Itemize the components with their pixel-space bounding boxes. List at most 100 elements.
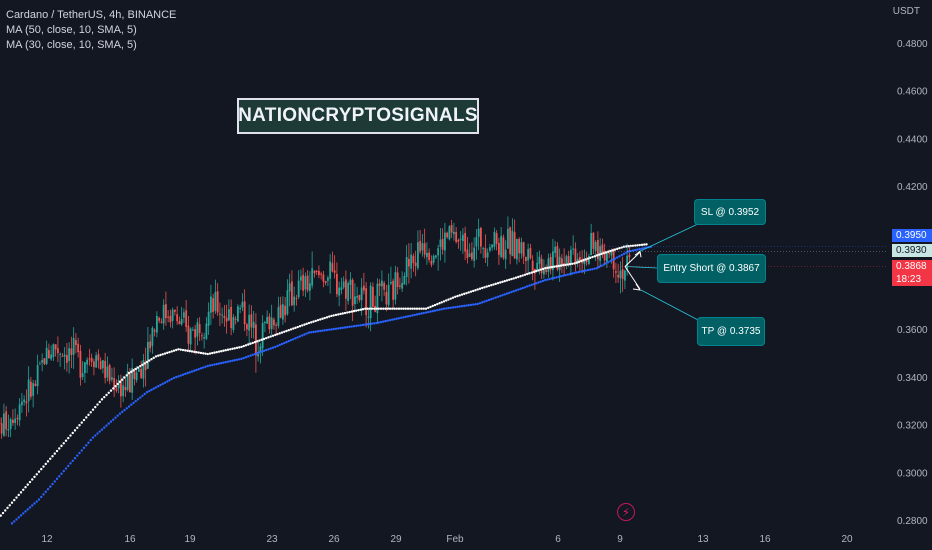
ma-dot xyxy=(222,349,225,352)
candle-body xyxy=(345,279,347,299)
ma-dot xyxy=(276,332,279,336)
ma-dot xyxy=(541,267,545,271)
candle-body xyxy=(189,328,192,345)
ma-dot xyxy=(573,262,576,265)
candle-body xyxy=(228,309,230,321)
ma-dot xyxy=(467,304,470,307)
ma-dot xyxy=(202,352,205,355)
sl-arrow-line xyxy=(624,251,641,267)
ma-dot xyxy=(188,371,191,374)
candle-body xyxy=(333,270,336,273)
ma-dot xyxy=(339,312,342,316)
ma-dot xyxy=(67,436,70,440)
candle-body xyxy=(138,368,140,372)
ma-dot xyxy=(512,290,515,293)
candle-body xyxy=(563,263,566,265)
candle-body xyxy=(423,243,426,255)
candle-body xyxy=(624,270,626,281)
ma-dot xyxy=(593,255,596,258)
sl-label[interactable]: SL @ 0.3952 xyxy=(694,199,766,225)
ma-dot xyxy=(409,307,412,310)
ma-dot xyxy=(262,349,266,353)
candle-body xyxy=(435,255,437,258)
ma-dot xyxy=(28,480,32,484)
tp-label[interactable]: TP @ 0.3735 xyxy=(697,317,765,346)
ma-dot xyxy=(134,399,137,403)
ma-dot xyxy=(177,375,180,378)
ma-dot xyxy=(64,467,68,470)
ma-dot xyxy=(337,313,340,316)
candle-body xyxy=(261,322,264,349)
candle-body xyxy=(466,249,469,258)
ma-dot xyxy=(256,340,259,343)
indicator-ma50[interactable]: MA (50, close, 10, SMA, 5) xyxy=(6,24,137,36)
ma-dot xyxy=(91,436,95,439)
candle-body xyxy=(572,248,575,250)
ma-dot xyxy=(103,426,106,429)
ma-dot xyxy=(379,320,383,324)
ma-dot xyxy=(150,358,153,361)
candle-body xyxy=(446,232,449,238)
entry-label[interactable]: Entry Short @ 0.3867 xyxy=(657,254,766,283)
time-tick: Feb xyxy=(446,534,464,545)
candle-body xyxy=(315,271,318,273)
ma-dot xyxy=(355,309,358,312)
ma-dot xyxy=(253,340,257,344)
ma-dot xyxy=(121,410,124,414)
ma-dot xyxy=(564,263,567,267)
ma-dot xyxy=(130,370,133,373)
indicator-ma30[interactable]: MA (30, close, 10, SMA, 5) xyxy=(6,39,137,51)
candle-body xyxy=(223,315,226,319)
ma-dot xyxy=(28,506,32,509)
time-tick: 23 xyxy=(266,534,278,545)
ma-dot xyxy=(62,469,65,473)
tp-arrow-line xyxy=(624,266,641,290)
ma-dot xyxy=(55,449,59,453)
candle-body xyxy=(597,240,599,260)
ma-dot xyxy=(465,291,468,295)
candle-body xyxy=(511,230,514,257)
candle-body xyxy=(516,238,518,260)
candle-body xyxy=(207,311,210,326)
ma-dot xyxy=(177,348,180,351)
ma-dot xyxy=(474,303,477,306)
ma-dot xyxy=(604,251,608,254)
ma-dot xyxy=(395,317,398,320)
candle-body xyxy=(115,388,118,391)
candle-body xyxy=(417,242,419,269)
ma-dot xyxy=(269,335,272,338)
candle-body xyxy=(171,309,174,321)
candle-body xyxy=(162,304,165,324)
ma-dot xyxy=(67,464,70,468)
ma-dot xyxy=(15,518,18,521)
ma-dot xyxy=(496,281,500,285)
ma-dot xyxy=(384,307,387,310)
ma-dot xyxy=(163,352,167,355)
ma-dot xyxy=(190,370,194,373)
ma-dot xyxy=(449,306,452,309)
candle-body xyxy=(419,240,422,252)
candle-body xyxy=(86,359,89,365)
ma-dot xyxy=(420,307,423,310)
ma-dot xyxy=(400,316,403,319)
ma-dot xyxy=(163,381,167,384)
ma-dot xyxy=(58,447,61,450)
candle-body xyxy=(293,296,296,306)
ma-dot xyxy=(71,431,74,435)
ma-dot xyxy=(496,295,500,299)
candle-body xyxy=(462,234,464,241)
lightning-icon[interactable]: ⚡ xyxy=(617,503,635,521)
candle-body xyxy=(160,321,163,323)
candle-body xyxy=(336,274,338,295)
candle-body xyxy=(608,252,611,254)
ma-dot xyxy=(213,351,216,354)
ma-dot xyxy=(76,454,79,457)
ma-dot xyxy=(197,351,200,354)
candle-body xyxy=(376,283,379,314)
ma-dot xyxy=(445,299,448,302)
symbol-title[interactable]: Cardano / TetherUS, 4h, BINANCE xyxy=(6,9,177,21)
candle-body xyxy=(592,232,595,249)
candle-body xyxy=(176,314,179,322)
candle-body xyxy=(549,256,552,270)
